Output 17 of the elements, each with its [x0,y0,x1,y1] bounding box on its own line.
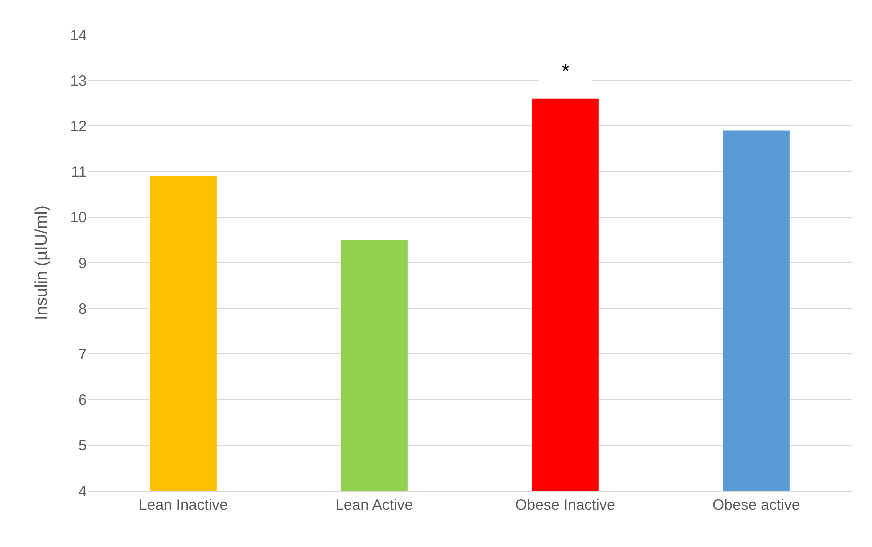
y-tick-label: 12 [70,118,87,136]
y-tick-label: 9 [78,255,87,272]
y-tick-label: 13 [70,72,87,90]
y-tick-label: 11 [71,164,87,182]
annotation: * [562,61,570,83]
y-tick-label: 10 [70,210,87,227]
y-tick-label: 14 [70,27,87,44]
y-tick-label: 7 [78,346,87,364]
y-tick-label: 8 [78,300,87,318]
x-tick-label: Obese Inactive [515,497,616,514]
x-tick-label: Lean Active [336,497,414,514]
y-axis-title: Insulin (µIU/ml) [32,206,51,320]
x-tick-label: Obese active [712,497,800,514]
x-tick-label: Lean Inactive [138,497,228,514]
y-tick-label: 4 [78,483,87,500]
y-tick-label: 6 [78,392,87,410]
y-tick-label: 5 [78,438,87,455]
